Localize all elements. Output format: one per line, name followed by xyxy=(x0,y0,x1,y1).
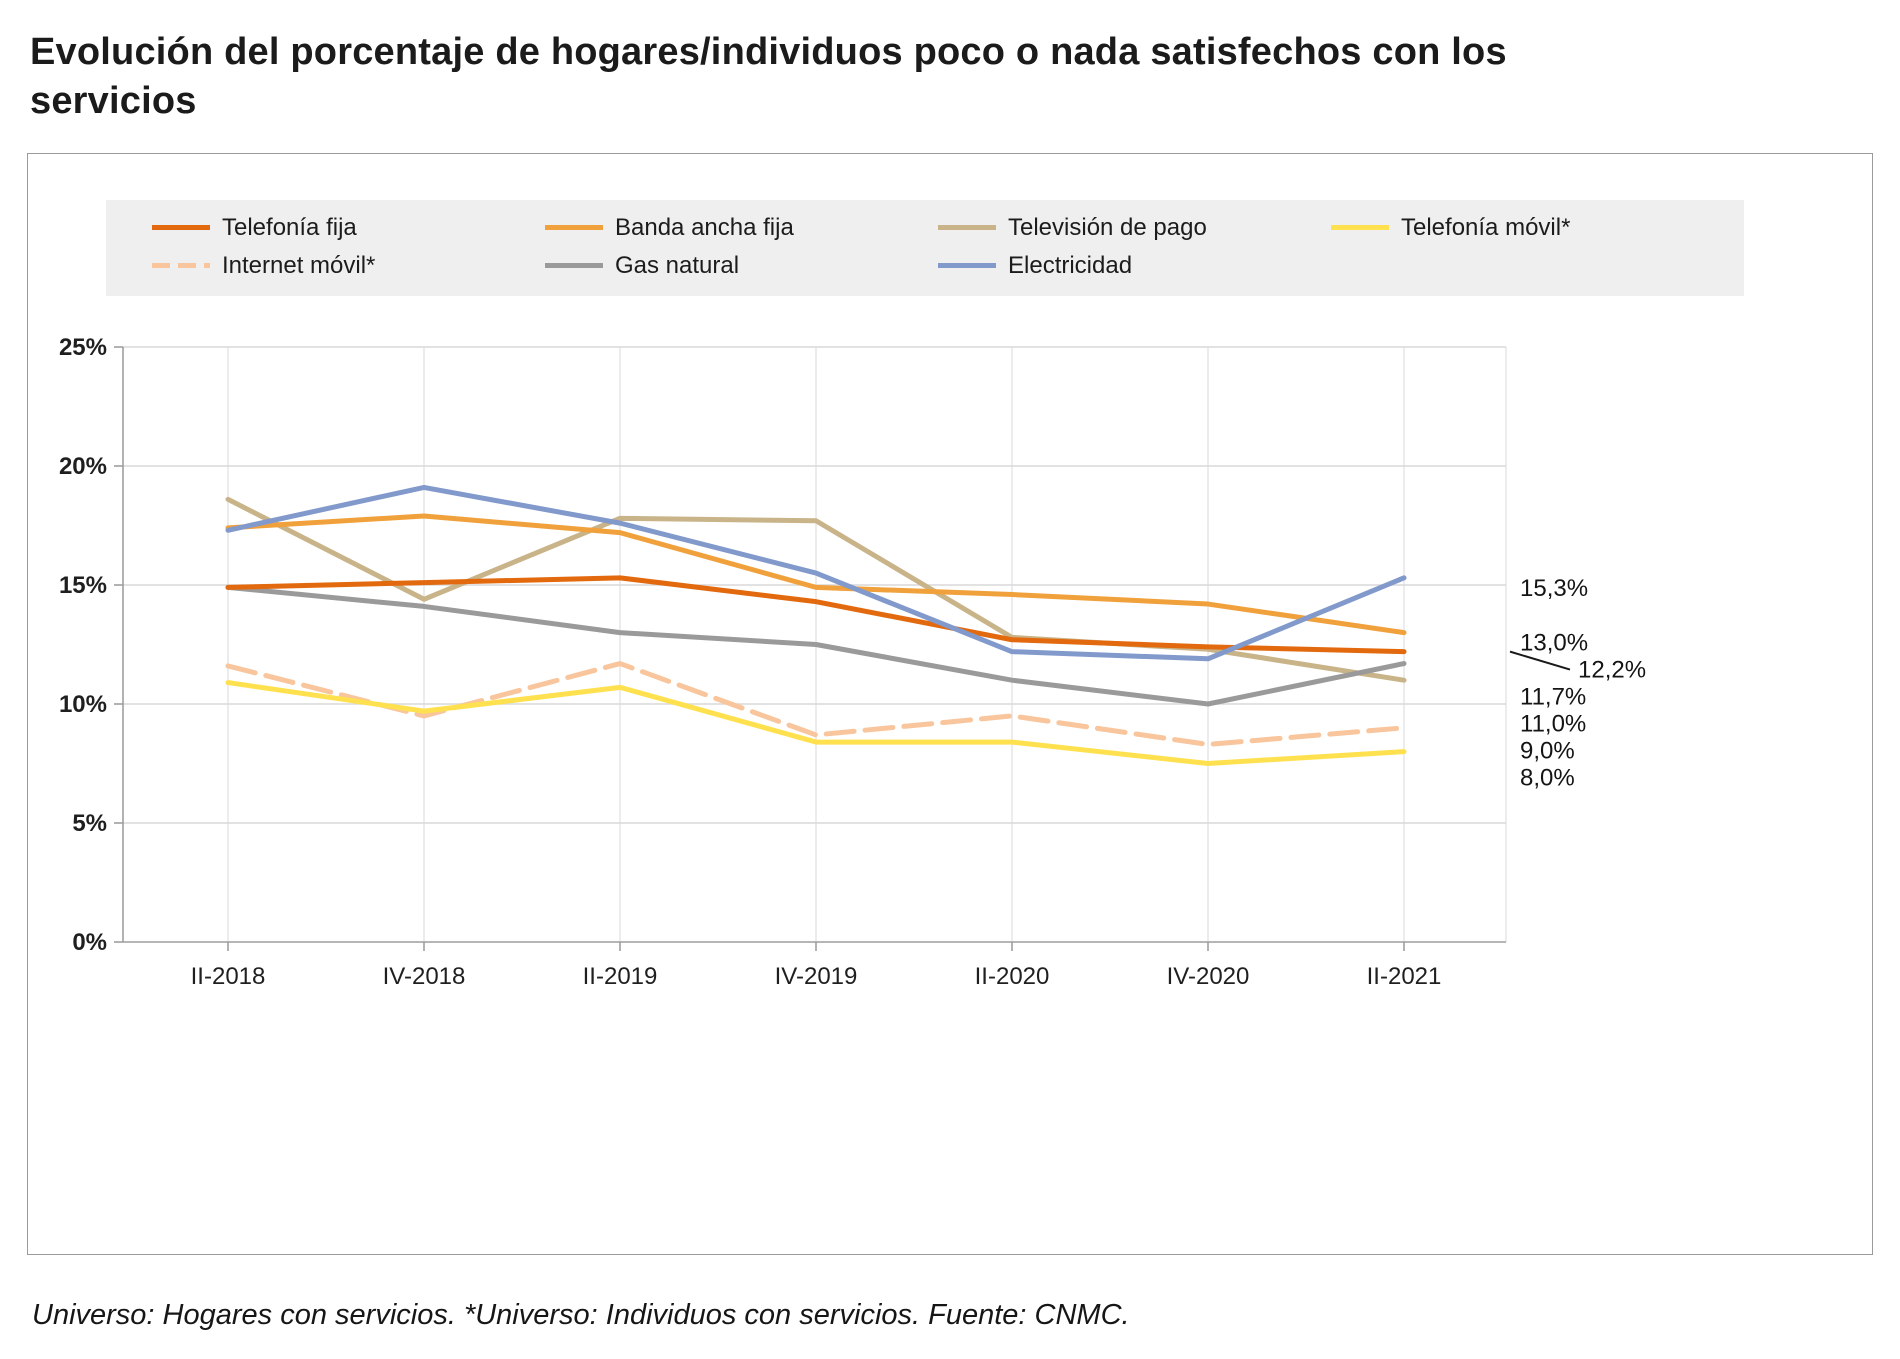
x-axis-label: II-2021 xyxy=(1367,963,1442,990)
y-axis-label: 15% xyxy=(59,572,107,599)
legend-line-swatch xyxy=(1331,225,1389,231)
end-label-electricidad: 15,3% xyxy=(1520,575,1588,602)
legend-label: Telefonía móvil* xyxy=(1401,213,1571,241)
legend-line-swatch xyxy=(152,225,210,231)
end-label-internet-movil: 9,0% xyxy=(1520,737,1575,764)
chart-panel: Telefonía fija Banda ancha fija Televisión… xyxy=(27,152,1873,1255)
end-label-gas-natural: 11,7% xyxy=(1520,683,1586,710)
series-line-internet-movil xyxy=(225,660,1407,747)
legend-line-swatch xyxy=(545,225,603,231)
end-label-banda-ancha-fija: 13,0% xyxy=(1520,629,1588,656)
legend-item-telefonia-movil: Telefonía móvil* xyxy=(1331,214,1724,242)
legend-item-electricidad: Electricidad xyxy=(938,252,1331,280)
series-line-banda-ancha-fija xyxy=(225,513,1407,635)
legend-line-swatch xyxy=(545,263,603,269)
chart-legend: Telefonía fija Banda ancha fija Televisión… xyxy=(106,199,1744,296)
y-axis-label: 5% xyxy=(72,810,107,837)
legend-label: Televisión de pago xyxy=(1008,213,1207,241)
x-axis-label: IV-2020 xyxy=(1167,963,1250,990)
legend-label: Electricidad xyxy=(1008,251,1133,279)
y-axis-label: 0% xyxy=(72,929,107,956)
series-line-electricidad xyxy=(225,484,1407,662)
line-chart: 0% 5% 10% 15% 20% 25% II-2018 IV-2018 II-2019 IV-… xyxy=(59,334,1646,990)
chart-footnote: Universo: Hogares con servicios. *Univer… xyxy=(32,1298,1130,1331)
series-line-telefonia-movil xyxy=(225,679,1407,766)
chart-title: Evolución del porcentaje de hogares/indi… xyxy=(30,31,1507,123)
x-axis-label: II-2020 xyxy=(975,963,1050,990)
legend-label: Gas natural xyxy=(615,251,740,279)
legend-line-swatch xyxy=(938,225,996,231)
end-label-telefonia-movil: 8,0% xyxy=(1520,764,1575,791)
y-axis-label: 20% xyxy=(59,453,107,480)
legend-item-telefonia-fija: Telefonía fija xyxy=(152,214,545,242)
legend-item-banda-ancha-fija: Banda ancha fija xyxy=(545,214,938,242)
end-label-telefonia-fija: 12,2% xyxy=(1578,656,1646,683)
y-axis-label: 10% xyxy=(59,691,107,718)
end-label-leader xyxy=(1509,650,1571,671)
legend-item-internet-movil: Internet móvil* xyxy=(152,252,545,280)
x-axis-label: II-2018 xyxy=(191,963,266,990)
x-axis-label: II-2019 xyxy=(583,963,658,990)
legend-label: Telefonía fija xyxy=(222,213,357,241)
x-axis-label: IV-2019 xyxy=(775,963,858,990)
x-axis-label: IV-2018 xyxy=(383,963,466,990)
y-axis-label: 25% xyxy=(59,334,107,361)
legend-item-television-de-pago: Televisión de pago xyxy=(938,214,1331,242)
legend-label: Internet móvil* xyxy=(222,251,376,279)
legend-label: Banda ancha fija xyxy=(615,213,794,241)
legend-line-swatch xyxy=(152,263,210,269)
legend-line-swatch xyxy=(938,263,996,269)
series-line-telefonia-fija xyxy=(225,575,1407,654)
legend-item-gas-natural: Gas natural xyxy=(545,252,938,280)
end-label-television-de-pago: 11,0% xyxy=(1520,710,1586,737)
series-line-gas-natural xyxy=(225,584,1407,707)
